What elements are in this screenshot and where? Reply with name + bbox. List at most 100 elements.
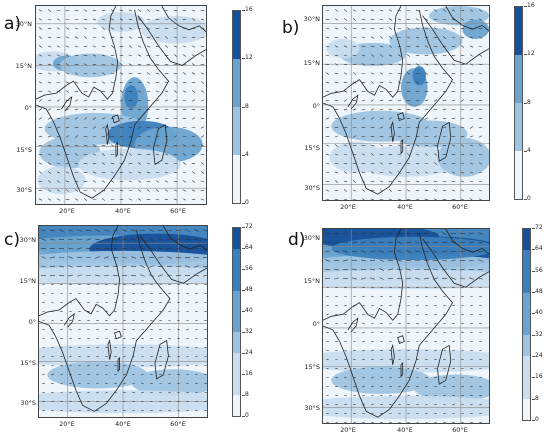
wind-vector	[194, 229, 199, 232]
wind-vector	[326, 421, 329, 423]
wind-vector	[101, 180, 106, 183]
colorbar-b	[514, 6, 523, 200]
wind-vector	[325, 54, 330, 57]
wind-vector	[56, 153, 61, 156]
wind-vector	[114, 346, 117, 349]
wind-vector	[177, 283, 180, 286]
wind-vector	[42, 355, 45, 358]
wind-vector	[69, 391, 72, 394]
wind-vector	[442, 171, 447, 174]
wind-vector	[168, 337, 171, 340]
wind-vector	[353, 322, 356, 325]
wind-vector	[38, 108, 43, 111]
wind-vector	[101, 108, 106, 111]
wind-vector	[200, 54, 205, 57]
colorbar-tick-label: 16	[245, 370, 253, 377]
wind-vector	[164, 45, 169, 48]
wind-vector	[83, 144, 88, 147]
wind-vector	[326, 367, 329, 370]
wind-vector	[415, 63, 420, 66]
wind-vector	[119, 126, 124, 129]
colorbar-tick-label: 16	[245, 6, 253, 13]
wind-vector	[423, 277, 430, 280]
wind-vector	[343, 45, 348, 48]
wind-vector	[398, 304, 401, 307]
wind-vector	[38, 198, 43, 201]
wind-vector	[451, 99, 456, 102]
coastline	[117, 356, 120, 373]
wind-vector	[361, 241, 366, 244]
lon-label: 60°E	[452, 426, 468, 434]
wind-vector	[388, 99, 393, 102]
wind-vector	[96, 373, 99, 376]
wind-vector	[469, 72, 474, 75]
wind-vector	[42, 337, 45, 340]
wind-vector	[182, 90, 187, 93]
wind-vector	[155, 144, 160, 147]
wind-vector	[101, 153, 106, 156]
map-svg	[323, 6, 489, 200]
wind-vector	[380, 313, 383, 316]
wind-vector	[406, 250, 411, 253]
wind-vector	[461, 403, 464, 406]
wind-vector	[185, 265, 190, 268]
wind-vector	[94, 265, 101, 268]
wind-vector	[146, 72, 151, 75]
wind-vector	[95, 256, 100, 259]
wind-vector	[47, 162, 52, 165]
wind-vector	[193, 247, 200, 250]
wind-vector	[122, 256, 127, 259]
wind-vector	[443, 322, 446, 325]
wind-vector	[325, 108, 330, 111]
wind-vector	[200, 27, 205, 30]
wind-vector	[38, 18, 43, 21]
wind-vector	[56, 72, 61, 75]
wind-vector	[415, 99, 420, 102]
wind-vector	[105, 337, 108, 340]
wind-vector	[159, 301, 162, 304]
wind-vector	[194, 265, 199, 268]
wind-vector	[155, 90, 160, 93]
wind-vector	[433, 45, 438, 48]
lat-label: 30°N	[19, 236, 36, 244]
wind-vector	[182, 135, 187, 138]
wind-vector	[362, 322, 365, 325]
wind-vector	[159, 355, 162, 358]
wind-vector	[191, 117, 196, 120]
wind-vector	[128, 180, 133, 183]
wind-vector	[38, 36, 43, 39]
wind-vector	[195, 373, 198, 376]
colorbar-segment	[233, 248, 240, 271]
wind-vector	[137, 171, 142, 174]
wind-vector	[105, 346, 108, 349]
wind-vector	[371, 331, 374, 334]
wind-vector	[112, 238, 119, 241]
wind-vector	[195, 391, 198, 394]
wind-vector	[51, 400, 54, 403]
wind-vector	[325, 36, 330, 39]
wind-vector	[114, 292, 117, 295]
wind-vector	[74, 153, 79, 156]
wind-vector	[168, 391, 171, 394]
wind-vector	[451, 27, 456, 30]
wind-vector	[452, 412, 455, 415]
wind-vector	[56, 117, 61, 120]
map-svg	[323, 229, 489, 423]
colorbar-segment	[233, 374, 240, 396]
wind-vector	[92, 144, 97, 147]
wind-vector	[186, 346, 189, 349]
wind-vector	[361, 171, 366, 174]
wind-vector	[182, 81, 187, 84]
wind-vector	[443, 295, 446, 298]
colorbar-tickmark	[532, 313, 535, 315]
wind-vector	[146, 9, 151, 12]
colorbar-segment	[523, 229, 530, 251]
wind-vector	[334, 90, 339, 93]
wind-vector	[158, 256, 163, 259]
shaded-field	[462, 19, 489, 39]
wind-vector	[389, 295, 392, 298]
wind-vector	[78, 409, 81, 412]
wind-vector	[424, 27, 429, 30]
lat-label: 30°N	[303, 234, 320, 242]
wind-vector	[158, 274, 163, 277]
